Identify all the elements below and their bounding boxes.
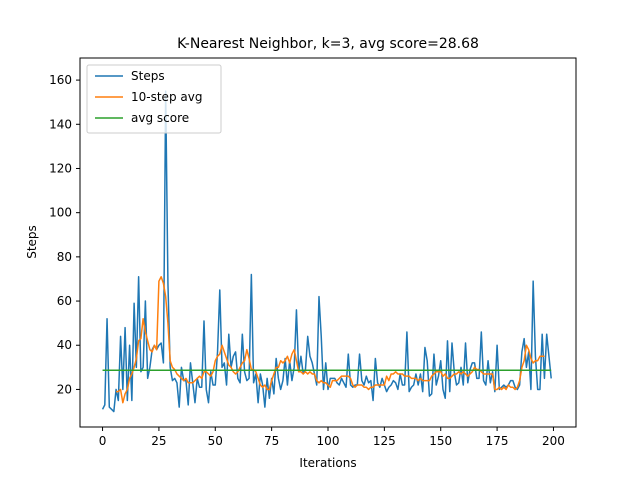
x-tick-label: 100 <box>317 434 340 448</box>
legend-box <box>86 64 222 134</box>
y-tick-label: 120 <box>49 161 72 175</box>
y-tick-label: 60 <box>57 294 72 308</box>
x-tick-label: 25 <box>151 434 166 448</box>
x-tick-label: 200 <box>542 434 565 448</box>
legend: Steps 10-step avg avg score <box>86 64 222 134</box>
x-tick-label: 50 <box>208 434 223 448</box>
y-axis-label: Steps <box>25 225 39 259</box>
x-axis: 0 25 50 75 100 125 150 175 200 <box>99 427 565 448</box>
legend-label-10-step-avg: 10-step avg <box>131 90 202 104</box>
y-tick-label: 100 <box>49 206 72 220</box>
y-tick-label: 80 <box>57 250 72 264</box>
series-line-steps <box>101 90 552 413</box>
x-tick-label: 125 <box>373 434 396 448</box>
y-tick-label: 140 <box>49 117 72 131</box>
y-tick-label: 160 <box>49 73 72 87</box>
series-layer <box>101 90 552 413</box>
y-tick-label: 20 <box>57 382 72 396</box>
x-tick-label: 0 <box>99 434 107 448</box>
x-axis-label: Iterations <box>299 456 356 470</box>
legend-label-steps: Steps <box>131 69 165 83</box>
x-tick-label: 150 <box>429 434 452 448</box>
legend-label-avg-score: avg score <box>131 111 189 125</box>
y-tick-label: 40 <box>57 338 72 352</box>
y-axis: 20 40 60 80 100 120 140 160 <box>49 73 80 396</box>
chart-title: K-Nearest Neighbor, k=3, avg score=28.68 <box>177 36 479 52</box>
x-tick-label: 175 <box>486 434 509 448</box>
x-tick-label: 75 <box>264 434 279 448</box>
